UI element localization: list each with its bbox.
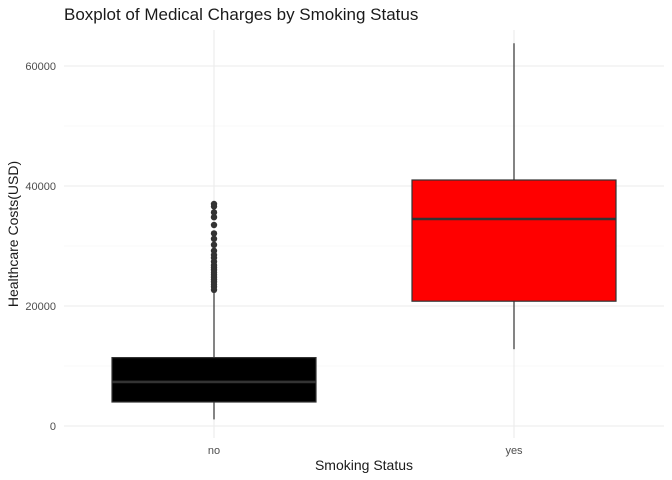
y-tick-labels: 0 20000 40000 60000 <box>25 61 56 433</box>
outlier-point <box>210 214 218 221</box>
outlier-point <box>210 209 218 216</box>
y-tick-label: 60000 <box>25 61 56 73</box>
box-yes <box>411 43 617 350</box>
y-axis-title: Healthcare Costs(USD) <box>5 161 21 307</box>
outlier-point <box>210 230 218 237</box>
outlier-point <box>210 200 218 208</box>
outlier-point <box>210 247 218 254</box>
box-no <box>111 200 317 420</box>
boxes-layer <box>111 43 617 420</box>
outlier-point <box>210 235 218 242</box>
x-tick-labels: no yes <box>208 445 523 457</box>
y-tick-label: 0 <box>50 421 56 433</box>
y-tick-label: 40000 <box>25 181 56 193</box>
x-tick-label: yes <box>505 445 523 457</box>
chart-title: Boxplot of Medical Charges by Smoking St… <box>64 5 418 24</box>
x-tick-label: no <box>208 445 220 457</box>
outlier-point <box>210 221 218 229</box>
x-axis-title: Smoking Status <box>315 457 413 473</box>
box-iqr <box>411 179 617 302</box>
outlier-point <box>210 241 218 248</box>
box-iqr <box>111 357 317 403</box>
y-tick-label: 20000 <box>25 301 56 313</box>
